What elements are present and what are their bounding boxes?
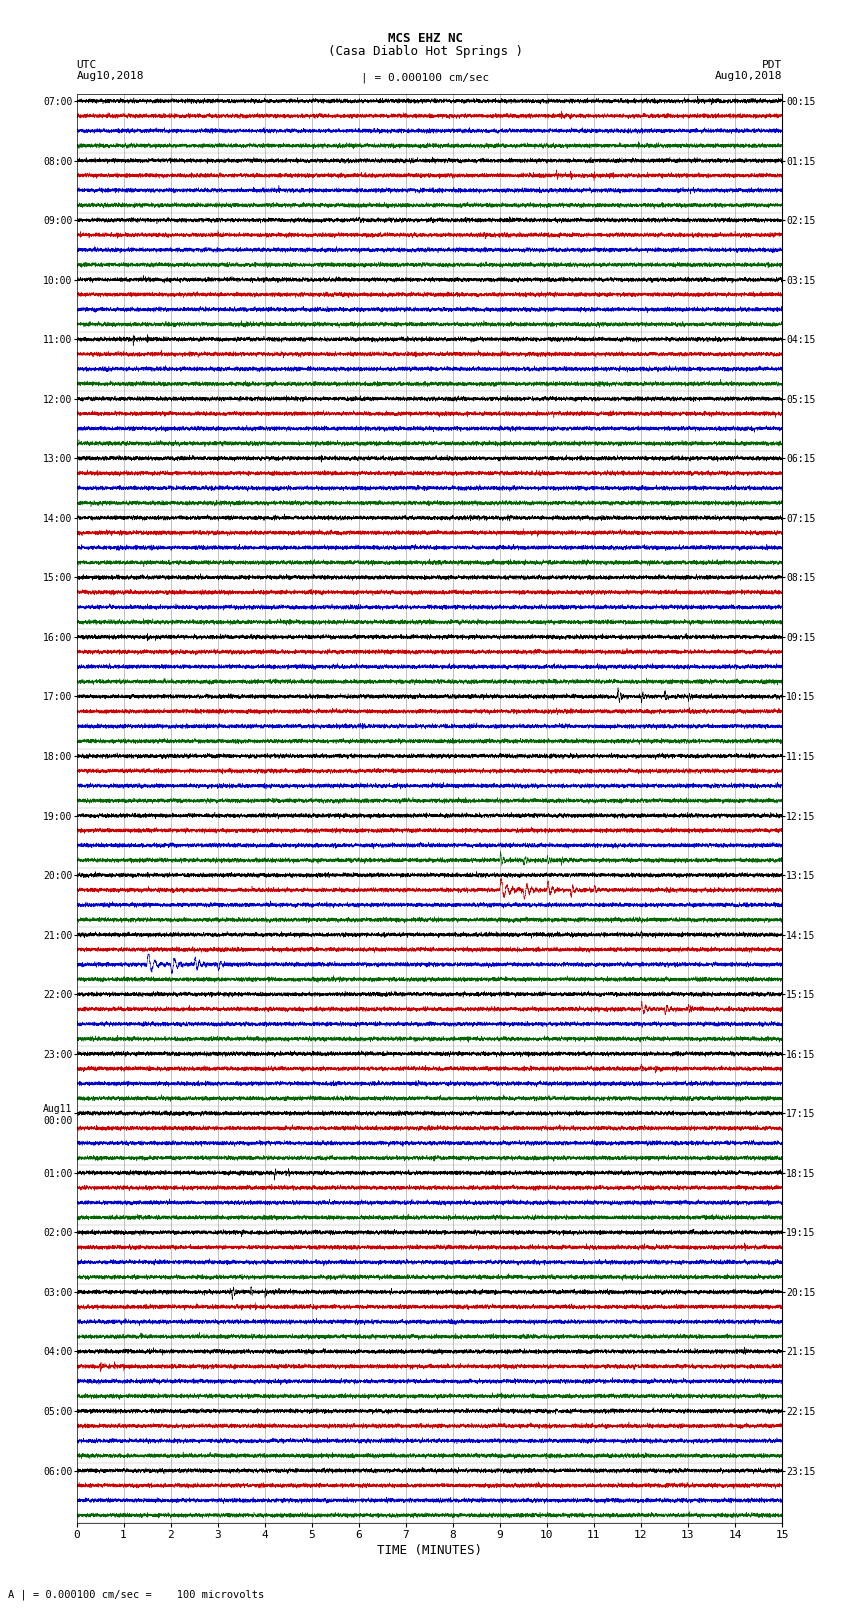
Text: Aug10,2018: Aug10,2018 (715, 71, 782, 81)
Text: A | = 0.000100 cm/sec =    100 microvolts: A | = 0.000100 cm/sec = 100 microvolts (8, 1589, 264, 1600)
Text: MCS EHZ NC: MCS EHZ NC (388, 32, 462, 45)
Text: (Casa Diablo Hot Springs ): (Casa Diablo Hot Springs ) (327, 45, 523, 58)
Text: Aug10,2018: Aug10,2018 (76, 71, 144, 81)
Text: PDT: PDT (762, 60, 782, 69)
X-axis label: TIME (MINUTES): TIME (MINUTES) (377, 1544, 482, 1557)
Text: | = 0.000100 cm/sec: | = 0.000100 cm/sec (361, 73, 489, 84)
Text: UTC: UTC (76, 60, 97, 69)
